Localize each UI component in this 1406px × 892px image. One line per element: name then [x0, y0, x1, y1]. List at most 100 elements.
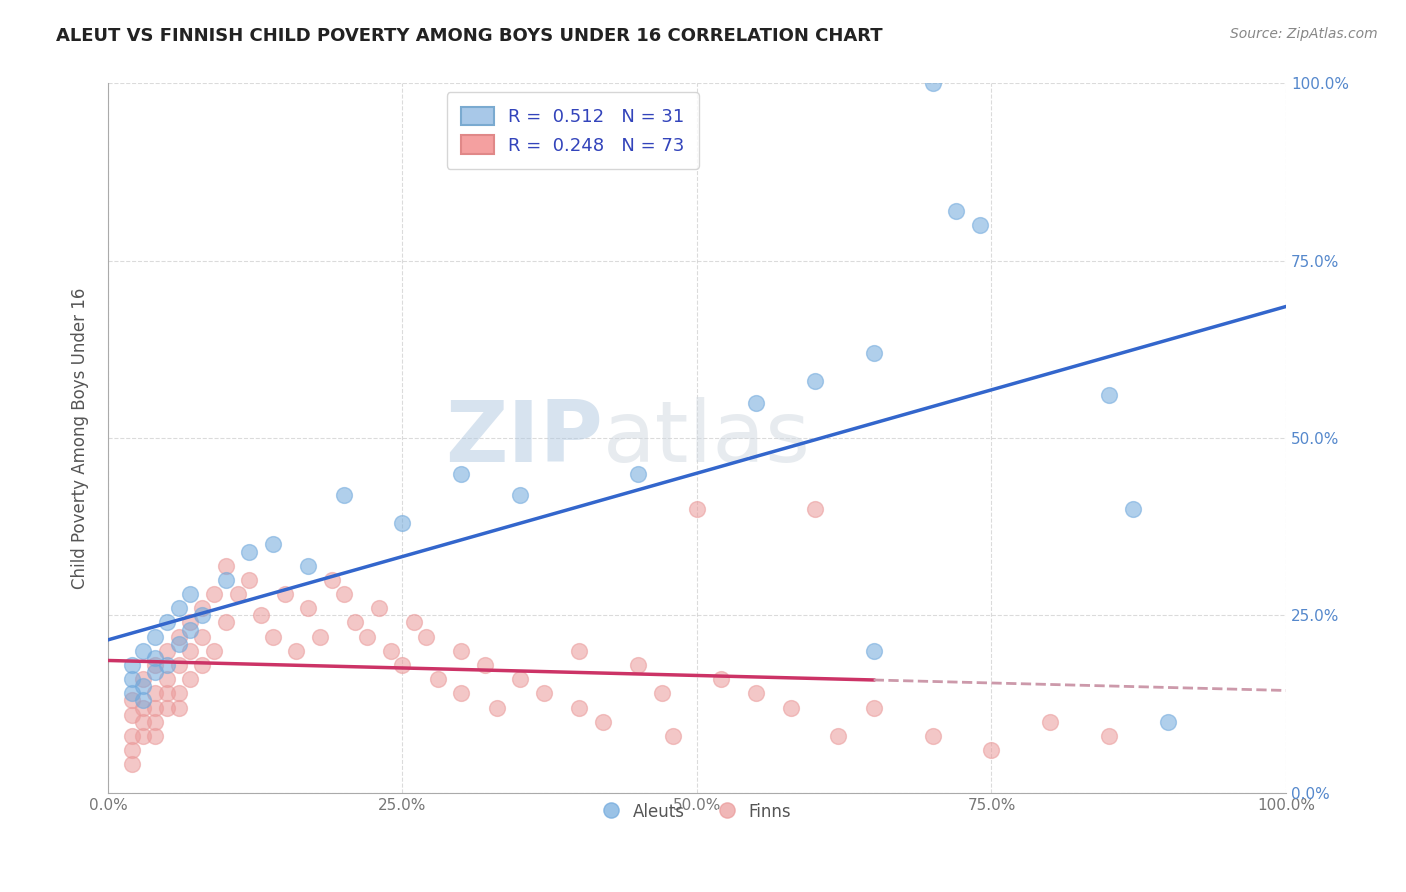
Point	[179, 672, 201, 686]
Point	[132, 714, 155, 729]
Point	[1122, 502, 1144, 516]
Point	[309, 630, 332, 644]
Point	[568, 700, 591, 714]
Point	[1157, 714, 1180, 729]
Point	[827, 729, 849, 743]
Point	[121, 743, 143, 757]
Point	[143, 651, 166, 665]
Point	[121, 693, 143, 707]
Point	[156, 644, 179, 658]
Point	[285, 644, 308, 658]
Point	[156, 672, 179, 686]
Point	[662, 729, 685, 743]
Point	[167, 686, 190, 700]
Point	[391, 658, 413, 673]
Point	[862, 700, 884, 714]
Point	[143, 700, 166, 714]
Point	[862, 346, 884, 360]
Point	[132, 700, 155, 714]
Point	[921, 77, 943, 91]
Point	[215, 615, 238, 630]
Point	[132, 672, 155, 686]
Point	[202, 644, 225, 658]
Point	[143, 686, 166, 700]
Point	[143, 630, 166, 644]
Point	[143, 714, 166, 729]
Text: Source: ZipAtlas.com: Source: ZipAtlas.com	[1230, 27, 1378, 41]
Point	[415, 630, 437, 644]
Point	[780, 700, 803, 714]
Point	[709, 672, 731, 686]
Point	[202, 587, 225, 601]
Point	[121, 757, 143, 772]
Point	[121, 672, 143, 686]
Y-axis label: Child Poverty Among Boys Under 16: Child Poverty Among Boys Under 16	[72, 287, 89, 589]
Point	[179, 644, 201, 658]
Point	[745, 686, 768, 700]
Point	[179, 615, 201, 630]
Point	[426, 672, 449, 686]
Point	[121, 686, 143, 700]
Point	[474, 658, 496, 673]
Point	[191, 658, 214, 673]
Point	[368, 601, 391, 615]
Point	[1098, 388, 1121, 402]
Point	[179, 587, 201, 601]
Point	[356, 630, 378, 644]
Point	[167, 700, 190, 714]
Point	[191, 630, 214, 644]
Point	[262, 630, 284, 644]
Point	[945, 204, 967, 219]
Point	[404, 615, 426, 630]
Point	[121, 729, 143, 743]
Point	[297, 558, 319, 573]
Point	[568, 644, 591, 658]
Point	[167, 630, 190, 644]
Point	[980, 743, 1002, 757]
Point	[485, 700, 508, 714]
Point	[156, 686, 179, 700]
Point	[332, 587, 354, 601]
Text: atlas: atlas	[603, 397, 811, 480]
Point	[167, 658, 190, 673]
Point	[380, 644, 402, 658]
Point	[803, 502, 825, 516]
Point	[156, 658, 179, 673]
Point	[969, 219, 991, 233]
Point	[450, 467, 472, 481]
Point	[344, 615, 367, 630]
Point	[627, 467, 650, 481]
Point	[592, 714, 614, 729]
Point	[686, 502, 709, 516]
Point	[215, 573, 238, 587]
Legend: Aleuts, Finns: Aleuts, Finns	[589, 789, 804, 834]
Point	[143, 665, 166, 679]
Point	[167, 637, 190, 651]
Point	[509, 672, 531, 686]
Point	[156, 700, 179, 714]
Point	[651, 686, 673, 700]
Point	[250, 608, 273, 623]
Point	[450, 644, 472, 658]
Point	[627, 658, 650, 673]
Point	[156, 615, 179, 630]
Point	[132, 644, 155, 658]
Point	[450, 686, 472, 700]
Point	[297, 601, 319, 615]
Point	[273, 587, 295, 601]
Point	[132, 729, 155, 743]
Point	[179, 623, 201, 637]
Point	[1039, 714, 1062, 729]
Point	[921, 729, 943, 743]
Point	[862, 644, 884, 658]
Point	[1098, 729, 1121, 743]
Text: ALEUT VS FINNISH CHILD POVERTY AMONG BOYS UNDER 16 CORRELATION CHART: ALEUT VS FINNISH CHILD POVERTY AMONG BOY…	[56, 27, 883, 45]
Point	[121, 707, 143, 722]
Point	[143, 658, 166, 673]
Point	[191, 601, 214, 615]
Point	[143, 729, 166, 743]
Point	[391, 516, 413, 530]
Point	[238, 573, 260, 587]
Text: ZIP: ZIP	[444, 397, 603, 480]
Point	[132, 679, 155, 693]
